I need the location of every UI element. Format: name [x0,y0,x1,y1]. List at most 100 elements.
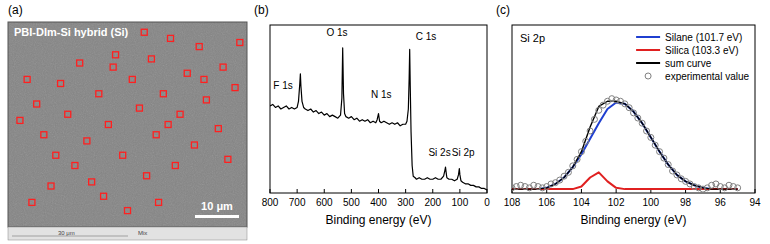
data-line [270,48,487,190]
particle-marker [148,56,154,62]
x-tick [324,189,325,193]
image-title: PBI-DIm-Si hybrid (Si) [14,26,129,38]
footer-label: 30 μm [58,230,75,236]
peak-label: F 1s [273,80,292,91]
particle-marker [220,64,226,70]
x-tick-label: 108 [504,197,521,208]
particle-marker [105,122,111,128]
x-tick-label: 104 [573,197,590,208]
data-point [596,107,602,113]
particle-marker [29,199,35,205]
data-point [587,128,593,134]
x-tick [405,189,406,193]
plot-frame [512,25,755,193]
data-point [583,138,589,144]
peak-label: Si 2s [428,147,450,158]
panel-label: (c) [496,3,510,17]
legend-symbol [636,36,660,38]
particle-marker [17,117,23,123]
particle-marker [225,156,231,162]
panel-label: (b) [254,3,269,17]
particle-marker [72,163,78,169]
particle-marker [215,126,221,132]
x-tick [755,189,756,193]
particle-marker [232,85,238,91]
particle-marker [237,40,243,46]
x-tick [297,189,298,193]
particle-marker [125,208,131,214]
data-point [626,105,632,111]
peak-label: C 1s [416,31,437,42]
data-point [644,128,650,134]
particle-marker [120,152,126,158]
particle-marker [172,163,178,169]
footer-strip [8,227,247,240]
x-tick-label: 100 [643,197,660,208]
particle-marker [144,173,150,179]
data-point [578,149,584,155]
particle-marker [110,64,116,70]
peak-label: Si 2p [452,147,475,158]
data-point [665,162,671,168]
figure: (a)PBI-DIm-Si hybrid (Si)10 μm30 μmMix(b… [0,0,770,244]
x-tick [378,189,379,193]
x-tick-label: 200 [424,197,441,208]
particle-marker [141,29,147,35]
particle-marker [34,101,40,107]
plot-frame [270,25,487,193]
x-tick [581,189,582,193]
legend-label: experimental value [665,71,749,82]
x-tick-label: 0 [484,197,490,208]
data-point [631,110,637,116]
sem-image [8,22,247,227]
marker-group [17,29,243,213]
particle-marker [191,142,197,148]
particle-marker [65,111,71,117]
particle-marker [153,132,159,138]
data-group [270,48,487,190]
x-tick [616,189,617,193]
x-tick-label: 700 [289,197,306,208]
particle-marker [177,111,183,117]
particle-marker [58,81,64,87]
scale-bar [195,215,239,218]
x-tick-label: 96 [715,197,727,208]
data-group [512,96,741,192]
data-point [570,163,576,169]
data-point [574,156,580,162]
plot-title: Si 2p [520,32,545,44]
scale-bar-label: 10 μm [201,200,233,212]
peak-label: N 1s [371,89,392,100]
panel-label: (a) [8,3,23,17]
particle-marker [96,91,102,97]
legend-symbol [636,62,660,64]
x-tick-label: 94 [749,197,761,208]
x-tick [459,189,460,193]
particle-marker [53,152,59,158]
particle-marker [89,179,95,185]
sem-texture [8,22,247,227]
x-tick-label: 500 [343,197,360,208]
particle-marker [165,122,171,128]
particle-marker [84,138,90,144]
particle-marker [203,97,209,103]
particle-marker [136,105,142,111]
x-tick-label: 100 [452,197,469,208]
data-point [657,149,663,155]
x-tick [432,189,433,193]
data-point [648,134,654,140]
data-line [512,103,738,190]
x-axis-label: Binding energy (eV) [325,213,431,227]
x-tick-label: 102 [608,197,625,208]
image-frame [8,22,247,227]
data-line [512,101,738,189]
data-point [735,185,741,191]
particle-marker [201,76,207,82]
legend-label: Silane (101.7 eV) [665,32,742,43]
peak-label: O 1s [326,27,347,38]
x-axis-label: Binding energy (eV) [580,213,686,227]
data-point [652,142,658,148]
x-tick-label: 300 [397,197,414,208]
data-point [635,115,641,121]
x-tick [351,189,352,193]
